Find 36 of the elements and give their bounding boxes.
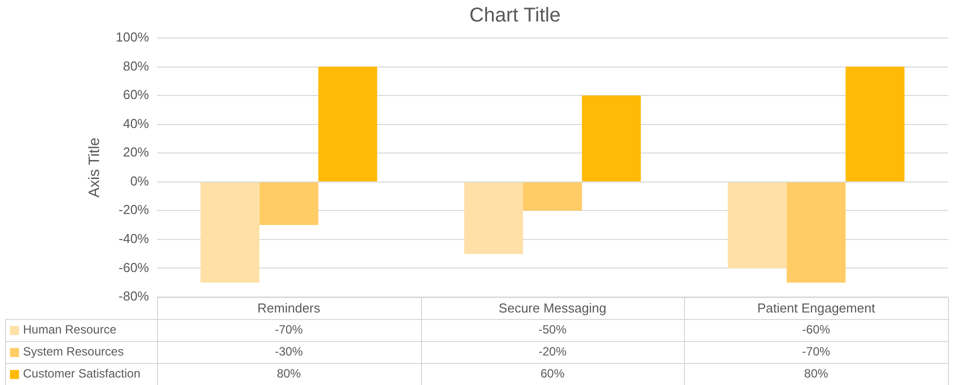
data-label: 80%	[804, 366, 828, 380]
bar	[318, 66, 378, 182]
y-tick-label: 60%	[122, 87, 150, 102]
legend-label: Human Resource	[23, 322, 117, 336]
data-label: -20%	[538, 344, 567, 358]
y-tick-label: 100%	[116, 30, 150, 45]
y-tick-label: -20%	[118, 202, 150, 218]
data-label: -60%	[802, 322, 831, 336]
bar	[582, 96, 641, 182]
data-label: -50%	[538, 322, 567, 336]
x-tick-label: Reminders	[257, 300, 321, 316]
bar	[523, 182, 582, 211]
legend-label: Customer Satisfaction	[23, 366, 140, 380]
data-label: 80%	[276, 366, 302, 380]
x-tick-label: Patient Engagement	[757, 300, 876, 316]
y-tick-label: 40%	[122, 116, 150, 131]
y-tick-label: -60%	[118, 260, 150, 275]
data-label: -70%	[274, 322, 304, 336]
bar	[728, 182, 787, 268]
chart-title: Chart Title	[469, 4, 561, 27]
legend-label: System Resources	[23, 344, 124, 358]
y-axis-title: Axis Title	[86, 137, 104, 198]
data-label: -30%	[274, 344, 304, 358]
x-tick-label: Secure Messaging	[498, 300, 606, 316]
bar	[464, 182, 524, 254]
y-tick-label: 20%	[122, 144, 150, 160]
data-label: 60%	[540, 366, 565, 380]
data-label: -70%	[802, 344, 831, 358]
y-tick-label: 0%	[130, 173, 150, 188]
bar	[200, 182, 260, 283]
y-tick-label: -40%	[118, 231, 150, 246]
bar	[786, 182, 846, 283]
bar	[846, 66, 904, 182]
bar	[259, 182, 318, 226]
y-tick-label: -80%	[118, 288, 150, 304]
y-tick-label: 80%	[122, 58, 150, 74]
